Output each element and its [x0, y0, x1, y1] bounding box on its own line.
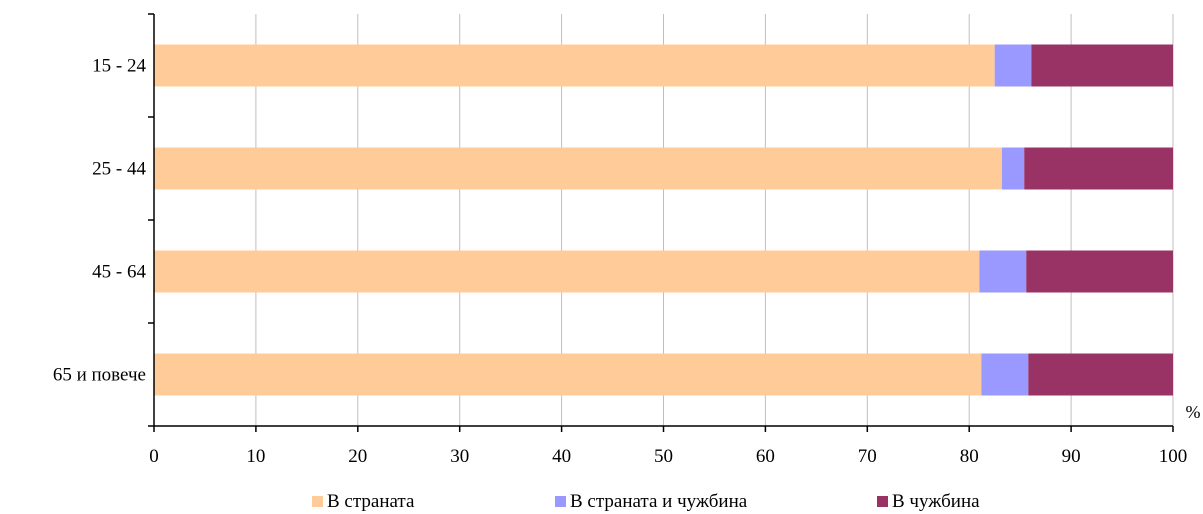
- bar-segment: [154, 147, 1002, 190]
- category-labels: 15 - 24 25 - 44 45 - 64 65 и повече: [53, 56, 147, 386]
- x-tick-label: 40: [552, 446, 571, 467]
- x-tick-label: 50: [654, 446, 673, 467]
- bar-segment: [154, 44, 995, 87]
- x-tick-labels: 0 10 20 30 40 50 60 70 80 90 100: [149, 446, 1187, 467]
- category-label: 15 - 24: [92, 56, 146, 77]
- x-tick-label: 30: [450, 446, 469, 467]
- x-tick-label: 20: [348, 446, 367, 467]
- legend-label: В страната и чужбина: [570, 491, 748, 512]
- bar-segment: [1028, 353, 1173, 396]
- legend-label: В чужбина: [892, 491, 980, 512]
- bar-segment: [994, 44, 1032, 87]
- category-label: 45 - 64: [92, 262, 146, 283]
- x-tick-label: 90: [1062, 446, 1081, 467]
- legend: В страната В страната и чужбина В чужбина: [312, 491, 980, 512]
- legend-swatch: [312, 496, 323, 507]
- legend-label: В страната: [327, 491, 415, 512]
- bar-segment: [981, 353, 1029, 396]
- x-tick-label: 100: [1159, 446, 1188, 467]
- bars: [154, 44, 1173, 396]
- legend-swatch: [555, 496, 566, 507]
- x-tick-label: 70: [858, 446, 877, 467]
- category-label: 25 - 44: [92, 159, 146, 180]
- x-unit-label: %: [1186, 402, 1201, 422]
- x-tick-label: 60: [756, 446, 775, 467]
- bar-segment: [154, 353, 982, 396]
- bar-segment: [979, 250, 1027, 293]
- x-tick-label: 0: [149, 446, 159, 467]
- category-label: 65 и повече: [53, 365, 146, 386]
- bar-segment: [1026, 250, 1173, 293]
- bar-segment: [1001, 147, 1025, 190]
- bar-segment: [1031, 44, 1173, 87]
- axes: [148, 13, 1174, 432]
- x-tick-label: 10: [246, 446, 265, 467]
- x-tick-label: 80: [960, 446, 979, 467]
- bar-segment: [1024, 147, 1173, 190]
- bar-segment: [154, 250, 980, 293]
- legend-swatch: [877, 496, 888, 507]
